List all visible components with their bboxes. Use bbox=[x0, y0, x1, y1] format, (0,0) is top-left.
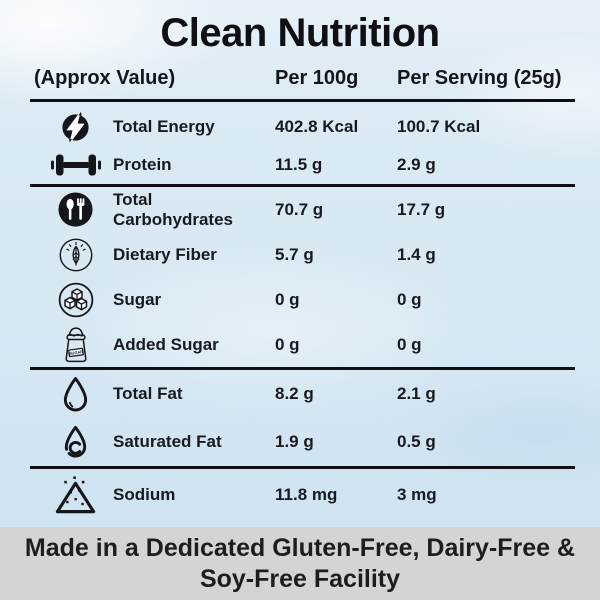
table-row: Total Fat 8.2 g 2.1 g bbox=[30, 370, 575, 418]
table-row: Saturated Fat 1.9 g 0.5 g bbox=[30, 418, 575, 466]
nutrition-table: Total Energy 402.8 Kcal 100.7 Kcal Protein 1… bbox=[0, 99, 600, 521]
per-serving-column-header: Per Serving (25g) bbox=[397, 66, 562, 89]
per-serving-value: 17.7 g bbox=[397, 199, 446, 219]
table-section: Sodium 11.8 mg 3 mg bbox=[30, 466, 575, 521]
per-serving-value: 0 g bbox=[397, 289, 422, 309]
per-100g-value: 5.7 g bbox=[275, 244, 314, 264]
table-section: Total Fat 8.2 g 2.1 g Saturated Fat 1.9 g 0.5… bbox=[30, 367, 575, 466]
per-100g-value: 11.8 mg bbox=[275, 485, 338, 504]
footer-banner: Made in a Dedicated Gluten-Free, Dairy-F… bbox=[0, 527, 600, 600]
per-serving-value: 1.4 g bbox=[397, 244, 436, 264]
per-100g-value: 8.2 g bbox=[275, 384, 314, 403]
row-label: Total Carbohydrates bbox=[113, 190, 233, 229]
per-100g-column-header: Per 100g bbox=[275, 66, 359, 89]
row-label: Sugar bbox=[113, 289, 162, 309]
energy-icon bbox=[38, 111, 113, 144]
dumbbell-icon bbox=[38, 153, 113, 177]
table-section: Total Energy 402.8 Kcal 100.7 Kcal Protein 1… bbox=[30, 99, 575, 184]
approx-value-column-header: (Approx Value) bbox=[34, 66, 176, 89]
facility-statement: Made in a Dedicated Gluten-Free, Dairy-F… bbox=[24, 534, 576, 593]
sugar-bag-icon: SUGAR bbox=[38, 323, 113, 366]
leaf-icon bbox=[38, 237, 113, 273]
per-serving-value: 0.5 g bbox=[397, 432, 436, 451]
table-row: Sugar 0 g 0 g bbox=[30, 277, 575, 322]
sugar-cubes-icon bbox=[38, 281, 113, 319]
table-row: Dietary Fiber 5.7 g 1.4 g bbox=[30, 232, 575, 277]
row-label: Total Fat bbox=[113, 384, 183, 404]
salt-pile-icon bbox=[38, 474, 113, 517]
table-row: Sodium 11.8 mg 3 mg bbox=[30, 469, 575, 521]
row-label: Protein bbox=[113, 155, 172, 175]
page-title: Clean Nutrition bbox=[160, 11, 440, 55]
per-serving-value: 100.7 Kcal bbox=[397, 117, 481, 136]
row-label: Total Energy bbox=[113, 117, 215, 137]
table-row: Total Carbohydrates 70.7 g 17.7 g bbox=[30, 187, 575, 232]
per-serving-value: 2.9 g bbox=[397, 155, 436, 174]
column-header-row: (Approx Value) Per 100g Per Serving (25g… bbox=[0, 57, 600, 99]
row-label: Sodium bbox=[113, 485, 176, 505]
row-label: Saturated Fat bbox=[113, 432, 222, 452]
svg-text:SUGAR: SUGAR bbox=[68, 349, 83, 356]
per-100g-value: 1.9 g bbox=[275, 432, 314, 451]
per-100g-value: 0 g bbox=[275, 334, 300, 354]
per-serving-value: 0 g bbox=[397, 334, 422, 354]
saturated-droplet-icon bbox=[38, 424, 113, 461]
table-row: Protein 11.5 g 2.9 g bbox=[30, 146, 575, 184]
cutlery-icon bbox=[38, 190, 113, 229]
row-label: Dietary Fiber bbox=[113, 244, 217, 264]
per-serving-value: 2.1 g bbox=[397, 384, 436, 403]
row-label: Added Sugar bbox=[113, 334, 219, 354]
per-100g-value: 70.7 g bbox=[275, 199, 324, 219]
per-serving-value: 3 mg bbox=[397, 485, 437, 504]
table-row: Total Energy 402.8 Kcal 100.7 Kcal bbox=[30, 108, 575, 146]
table-section: Total Carbohydrates 70.7 g 17.7 g Dietary F… bbox=[30, 184, 575, 367]
table-row: SUGAR Added Sugar 0 g 0 g bbox=[30, 322, 575, 367]
droplet-icon bbox=[38, 375, 113, 414]
per-100g-value: 402.8 Kcal bbox=[275, 117, 359, 136]
per-100g-value: 0 g bbox=[275, 289, 300, 309]
per-100g-value: 11.5 g bbox=[275, 155, 323, 174]
